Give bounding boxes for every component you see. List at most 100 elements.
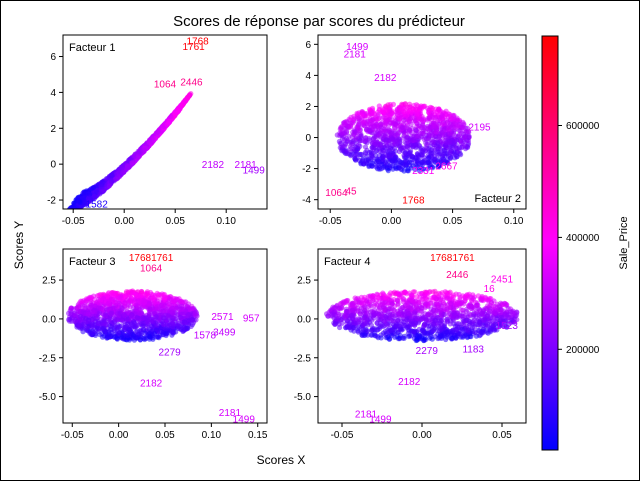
data-point — [413, 142, 418, 147]
y-tick-label: -2.5 — [39, 353, 57, 364]
data-point — [363, 138, 368, 143]
point-label: 2182 — [202, 160, 225, 171]
point-label: 2279 — [158, 348, 181, 359]
data-point — [403, 102, 408, 107]
x-tick-label: -0.05 — [61, 430, 84, 441]
data-point — [411, 137, 416, 142]
data-point — [374, 148, 379, 153]
data-point — [84, 325, 89, 330]
data-point — [136, 323, 141, 328]
data-point — [389, 131, 394, 136]
data-point — [426, 155, 431, 160]
data-point — [185, 326, 190, 331]
data-point — [149, 329, 154, 334]
data-point — [447, 127, 452, 132]
x-tick-label: 0.00 — [109, 430, 129, 441]
x-tick-label: -0.05 — [62, 216, 85, 227]
data-point — [344, 139, 349, 144]
data-point — [424, 126, 429, 131]
data-point — [170, 310, 175, 315]
data-point — [126, 327, 131, 332]
data-point — [447, 139, 452, 144]
data-point — [400, 125, 405, 130]
data-point — [416, 134, 421, 139]
y-tick-label: 6 — [305, 40, 311, 51]
data-point — [84, 311, 89, 316]
x-tick-label: 0.00 — [382, 216, 402, 227]
data-point — [181, 101, 186, 106]
data-point — [401, 109, 406, 114]
data-point — [100, 326, 105, 331]
data-point — [430, 337, 435, 342]
data-point — [89, 322, 94, 327]
x-tick-label: 0.00 — [114, 216, 134, 227]
data-point — [383, 117, 388, 122]
data-point — [345, 151, 350, 156]
data-point — [115, 326, 120, 331]
data-point — [448, 155, 453, 160]
data-point — [428, 137, 433, 142]
data-point — [395, 112, 400, 117]
data-point — [393, 155, 398, 160]
data-point — [92, 194, 97, 199]
data-point — [156, 293, 161, 298]
data-point — [451, 131, 456, 136]
data-point — [354, 124, 359, 129]
data-point — [129, 312, 134, 317]
data-point — [430, 106, 435, 111]
data-point — [107, 332, 112, 337]
data-point — [96, 305, 101, 310]
point-label: 1578 — [194, 330, 217, 341]
chart-title: Scores de réponse par scores du prédicte… — [173, 13, 465, 30]
panel-label: Facteur 3 — [69, 256, 115, 268]
data-point — [149, 324, 154, 329]
data-point — [375, 140, 380, 145]
data-point — [449, 116, 454, 121]
data-point — [114, 317, 119, 322]
data-point — [460, 125, 465, 130]
data-point — [78, 314, 83, 319]
data-point — [74, 305, 79, 310]
data-point — [112, 334, 117, 339]
point-label: 1499 — [233, 414, 256, 425]
point-label: 1768 — [129, 253, 152, 264]
data-point — [168, 114, 173, 119]
data-point — [388, 151, 393, 156]
data-point — [387, 107, 392, 112]
data-point — [355, 148, 360, 153]
data-point — [185, 95, 190, 100]
data-point — [412, 158, 417, 163]
data-point — [120, 165, 125, 170]
data-point — [109, 311, 114, 316]
data-point — [384, 137, 389, 142]
x-tick-label: 0.10 — [504, 216, 524, 227]
data-point — [154, 335, 159, 340]
data-point — [454, 138, 459, 143]
data-point — [144, 291, 149, 296]
data-point — [367, 107, 372, 112]
data-point — [147, 137, 152, 142]
x-tick-label: 0.15 — [248, 430, 268, 441]
data-point — [122, 313, 127, 318]
data-point — [491, 298, 496, 303]
data-point — [89, 303, 94, 308]
data-point — [361, 120, 366, 125]
panel-label: Facteur 1 — [69, 42, 115, 54]
data-point — [397, 117, 402, 122]
data-point — [462, 143, 467, 148]
data-point — [353, 130, 358, 135]
data-point — [162, 295, 167, 300]
x-tick-label: 0.05 — [165, 216, 185, 227]
data-point — [145, 319, 150, 324]
data-point — [383, 126, 388, 131]
data-point — [65, 211, 70, 216]
data-point — [133, 292, 138, 297]
data-point — [401, 153, 406, 158]
point-label: 957 — [243, 313, 260, 324]
